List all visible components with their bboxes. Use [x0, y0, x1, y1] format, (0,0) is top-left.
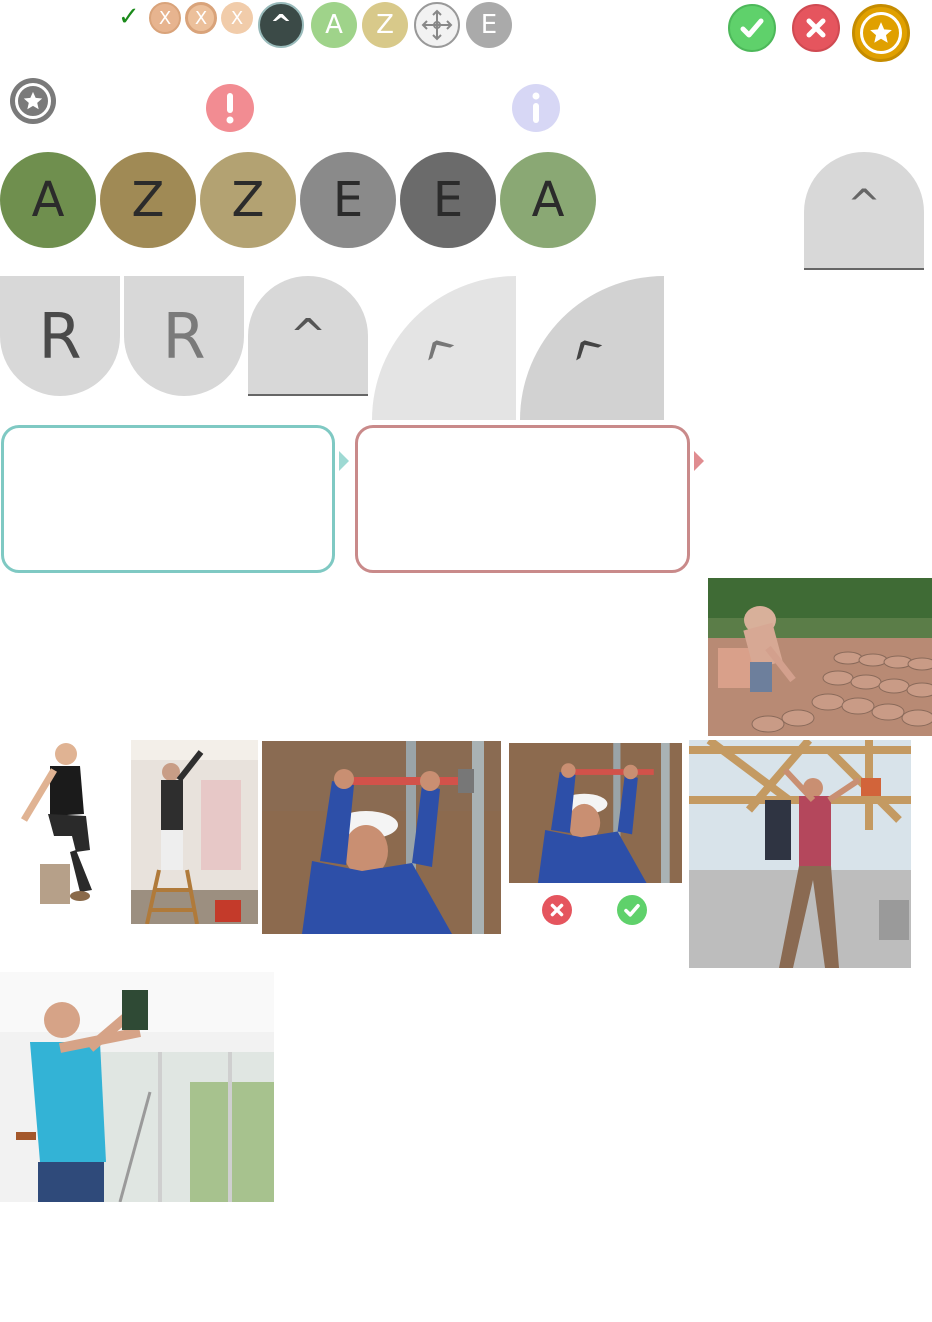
accept-icon — [624, 904, 640, 917]
accept-button[interactable] — [728, 4, 776, 52]
rose-panel — [355, 425, 690, 573]
teal-panel — [1, 425, 335, 573]
truss-workers-photo — [689, 740, 911, 968]
letter-circle-e[interactable]: E — [300, 152, 396, 248]
exclamation-glyph — [226, 93, 234, 124]
x-icon: X — [230, 7, 244, 29]
reject-small-button[interactable] — [542, 895, 572, 925]
letter-circle-z[interactable]: Z — [100, 152, 196, 248]
e-button[interactable]: E — [466, 2, 512, 48]
r-tile-1[interactable]: R — [0, 276, 120, 396]
x-button-1[interactable]: X — [149, 2, 181, 34]
painter-photo — [131, 740, 258, 924]
caret-tile-1[interactable]: ^ — [248, 276, 368, 396]
r-label: R — [162, 299, 206, 373]
reject-icon — [806, 18, 826, 38]
caret-icon: ^ — [289, 309, 327, 361]
letter-label: A — [531, 172, 565, 228]
star-button-gold[interactable] — [852, 4, 910, 62]
hammer-worker-photo-small[interactable] — [509, 743, 682, 883]
roofer-photo — [708, 578, 932, 736]
alert-icon — [206, 84, 254, 132]
squat-photo — [14, 740, 96, 912]
star-icon — [870, 22, 892, 43]
caret-tile-2[interactable]: ^ — [372, 276, 516, 420]
star-icon — [23, 91, 43, 110]
drill-worker-photo — [0, 972, 274, 1202]
star-ring — [860, 12, 902, 54]
teal-arrow-icon — [339, 451, 349, 471]
star-button-grey[interactable] — [10, 78, 56, 124]
a-button[interactable]: A — [311, 2, 357, 48]
letter-circle-a[interactable]: A — [500, 152, 596, 248]
info-glyph — [532, 92, 540, 123]
caret-tile-3[interactable]: ^ — [520, 276, 664, 420]
letter-label: E — [432, 172, 464, 228]
caret-icon: ^ — [560, 323, 624, 393]
x-button-2[interactable]: X — [185, 2, 217, 34]
e-icon: E — [480, 10, 498, 40]
reject-icon — [550, 903, 564, 917]
letter-circle-e[interactable]: E — [400, 152, 496, 248]
move-icon — [421, 9, 453, 41]
caret-icon: ^ — [847, 182, 881, 228]
letter-circle-a[interactable]: A — [0, 152, 96, 248]
a-icon: A — [325, 10, 343, 40]
reject-button[interactable] — [792, 4, 840, 52]
move-button[interactable] — [414, 2, 460, 48]
caret-icon: ^ — [412, 323, 476, 393]
letter-label: Z — [131, 172, 165, 228]
r-label: R — [38, 299, 82, 373]
caret-icon: ^ — [270, 10, 292, 40]
info-icon — [512, 84, 560, 132]
star-ring — [15, 83, 51, 119]
rose-arrow-icon — [694, 451, 704, 471]
accept-small-button[interactable] — [617, 895, 647, 925]
letter-circle-z[interactable]: Z — [200, 152, 296, 248]
caret-tab[interactable]: ^ — [804, 152, 924, 270]
letter-label: A — [31, 172, 65, 228]
check-mark-icon[interactable]: ✓ — [118, 2, 140, 32]
x-icon: X — [194, 7, 208, 29]
hammer-worker-photo-large — [262, 741, 501, 934]
accept-icon — [740, 18, 764, 38]
caret-button[interactable]: ^ — [258, 2, 304, 48]
x-icon: X — [158, 7, 172, 29]
r-tile-2[interactable]: R — [124, 276, 244, 396]
letter-label: E — [332, 172, 364, 228]
z-icon: Z — [376, 10, 394, 40]
z-button[interactable]: Z — [362, 2, 408, 48]
x-button-3[interactable]: X — [221, 2, 253, 34]
letter-label: Z — [231, 172, 265, 228]
